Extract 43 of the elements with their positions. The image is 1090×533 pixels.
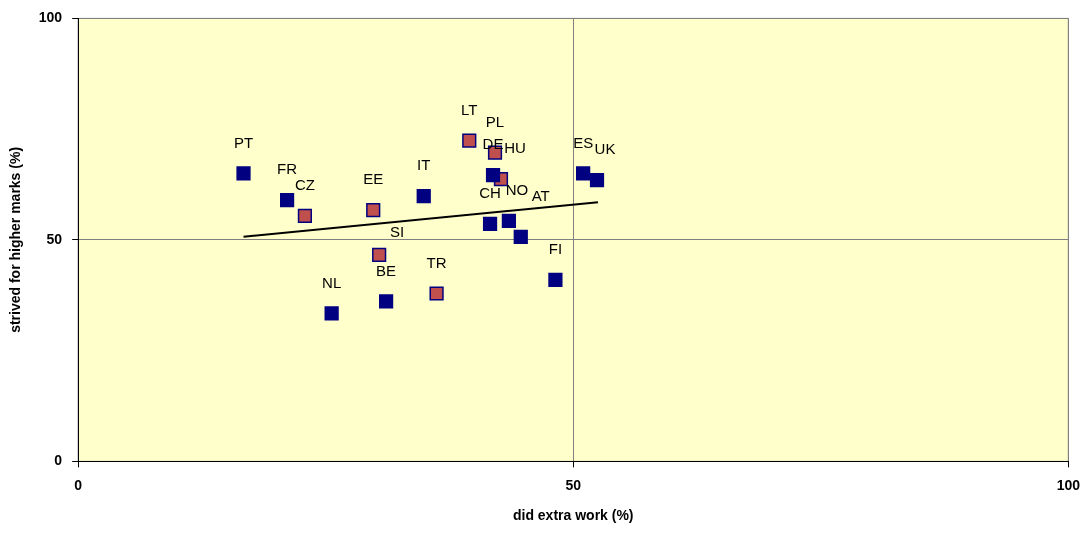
annotation: NL xyxy=(322,273,342,291)
point xyxy=(366,203,381,218)
x-tick-label: 0 xyxy=(74,476,83,493)
y-tick-label: 50 xyxy=(46,230,63,247)
point xyxy=(429,286,444,301)
point xyxy=(482,216,498,232)
point xyxy=(501,213,516,228)
annotation: BE xyxy=(376,261,397,279)
annotation: HU xyxy=(504,139,526,157)
annotation: NO xyxy=(505,180,529,198)
x-axis-title: did extra work (%) xyxy=(512,507,634,524)
point xyxy=(378,294,394,309)
annotation: PL xyxy=(485,112,505,130)
annotation: FR xyxy=(277,160,298,178)
annotation: EE xyxy=(363,170,384,188)
point xyxy=(324,306,339,321)
point xyxy=(279,192,295,208)
point xyxy=(576,166,591,181)
point xyxy=(462,133,477,148)
point xyxy=(589,172,605,188)
annotation: LT xyxy=(461,100,478,118)
annotation: CZ xyxy=(294,176,315,194)
y-tick-label: 0 xyxy=(54,452,63,469)
y-axis-title: strived for higher marks (%) xyxy=(7,146,24,333)
point xyxy=(416,188,431,204)
point xyxy=(548,272,563,287)
point xyxy=(372,247,387,263)
point xyxy=(236,166,251,181)
annotation: TR xyxy=(426,253,447,271)
annotation: ES xyxy=(573,133,594,151)
point xyxy=(513,229,528,244)
annotation: IT xyxy=(417,156,431,174)
annotation: AT xyxy=(531,186,550,204)
point xyxy=(297,208,313,224)
annotation: CH xyxy=(479,184,501,202)
x-tick-label: 50 xyxy=(565,476,582,493)
annotation: SI xyxy=(390,223,405,241)
annotation: UK xyxy=(594,140,616,158)
point xyxy=(485,168,501,183)
annotation: PT xyxy=(233,133,254,151)
annotation: FI xyxy=(548,239,563,257)
y-tick-label: 100 xyxy=(38,9,63,26)
x-tick-label: 100 xyxy=(1056,476,1081,493)
